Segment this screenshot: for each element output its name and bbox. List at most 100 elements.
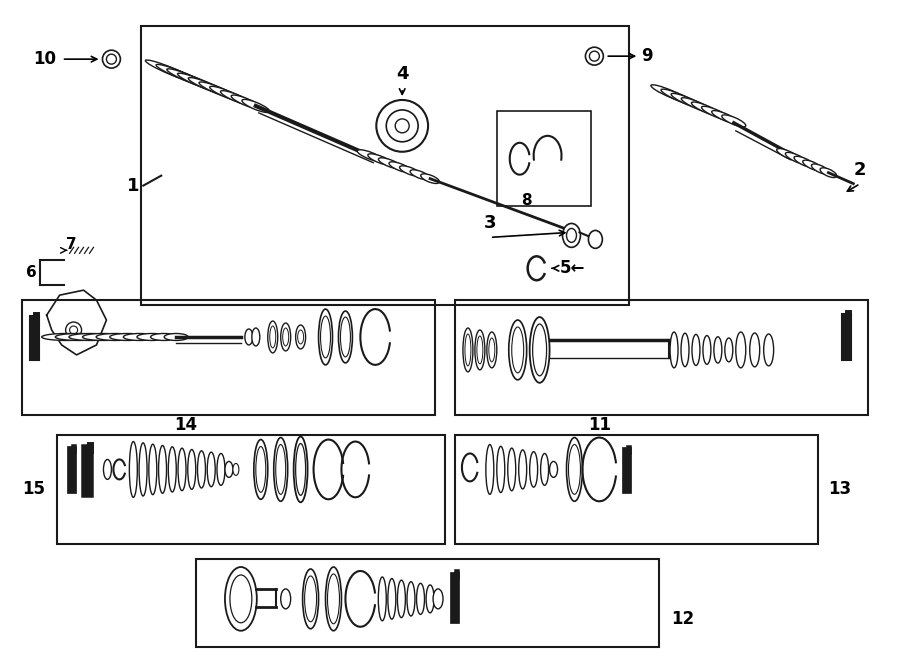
Ellipse shape [475,330,485,370]
Ellipse shape [188,77,230,95]
Ellipse shape [41,334,92,340]
Ellipse shape [378,158,402,169]
Ellipse shape [794,156,815,167]
Ellipse shape [714,337,722,363]
Ellipse shape [338,311,353,363]
Text: 9: 9 [642,47,653,65]
Ellipse shape [433,589,443,609]
Text: 2: 2 [854,161,867,179]
Ellipse shape [274,438,288,501]
Ellipse shape [96,334,134,340]
Ellipse shape [104,459,112,479]
Circle shape [106,54,116,64]
Ellipse shape [296,444,306,495]
Ellipse shape [703,336,711,364]
Ellipse shape [320,316,330,358]
Ellipse shape [562,224,580,248]
Ellipse shape [188,449,195,489]
Bar [497,111,591,205]
Ellipse shape [426,585,434,613]
Ellipse shape [398,580,405,618]
Ellipse shape [508,448,516,491]
Ellipse shape [55,334,103,340]
Text: 8: 8 [521,193,532,208]
Text: 14: 14 [175,416,198,434]
Ellipse shape [242,99,270,113]
Ellipse shape [518,450,526,489]
Ellipse shape [357,150,383,162]
Ellipse shape [550,461,557,477]
Ellipse shape [497,446,505,493]
Ellipse shape [225,567,256,631]
Ellipse shape [326,567,341,631]
Ellipse shape [566,438,582,501]
Ellipse shape [302,569,319,629]
Circle shape [66,322,82,338]
Ellipse shape [681,333,689,367]
Ellipse shape [268,321,278,353]
Ellipse shape [275,444,285,495]
Ellipse shape [750,333,760,367]
Ellipse shape [722,115,746,127]
Ellipse shape [233,463,238,475]
Ellipse shape [712,111,738,124]
Ellipse shape [220,91,254,106]
Ellipse shape [156,64,205,85]
Ellipse shape [389,162,411,173]
Ellipse shape [245,329,253,345]
Ellipse shape [283,328,289,346]
Ellipse shape [400,166,421,176]
Ellipse shape [566,228,577,242]
Ellipse shape [569,444,580,495]
Text: 6: 6 [26,265,37,280]
Ellipse shape [177,73,221,92]
Text: 3: 3 [483,214,496,232]
Ellipse shape [217,453,225,485]
Ellipse shape [252,328,260,346]
Ellipse shape [123,334,156,340]
Ellipse shape [486,444,494,495]
Ellipse shape [512,327,524,373]
Ellipse shape [293,436,308,502]
Ellipse shape [820,167,837,177]
Circle shape [395,119,410,133]
Text: 1: 1 [127,177,140,195]
Circle shape [585,47,603,65]
Ellipse shape [651,85,691,103]
Ellipse shape [803,160,823,171]
Ellipse shape [270,326,275,348]
Ellipse shape [83,334,123,340]
Ellipse shape [319,309,332,365]
Ellipse shape [158,446,166,493]
Bar [141,26,629,305]
Ellipse shape [661,89,699,107]
Text: 12: 12 [671,610,694,628]
Circle shape [69,326,77,334]
Ellipse shape [589,230,602,248]
Ellipse shape [702,107,730,120]
Text: 7: 7 [67,237,76,252]
Ellipse shape [691,102,723,117]
Ellipse shape [230,575,252,623]
Ellipse shape [225,461,233,477]
Ellipse shape [764,334,774,366]
Text: 13: 13 [828,481,851,498]
Ellipse shape [130,442,138,497]
Ellipse shape [530,451,537,487]
Ellipse shape [137,334,166,340]
Ellipse shape [146,60,197,82]
Ellipse shape [420,174,439,183]
Ellipse shape [812,164,830,174]
Ellipse shape [681,98,715,113]
Ellipse shape [140,443,147,496]
Ellipse shape [463,328,473,372]
Text: 5←: 5← [560,260,585,277]
Text: 10: 10 [33,50,57,68]
Ellipse shape [736,332,746,368]
Ellipse shape [530,317,550,383]
Ellipse shape [199,82,238,99]
Ellipse shape [231,95,262,109]
Ellipse shape [487,332,497,368]
Ellipse shape [168,447,176,492]
Ellipse shape [508,320,526,380]
